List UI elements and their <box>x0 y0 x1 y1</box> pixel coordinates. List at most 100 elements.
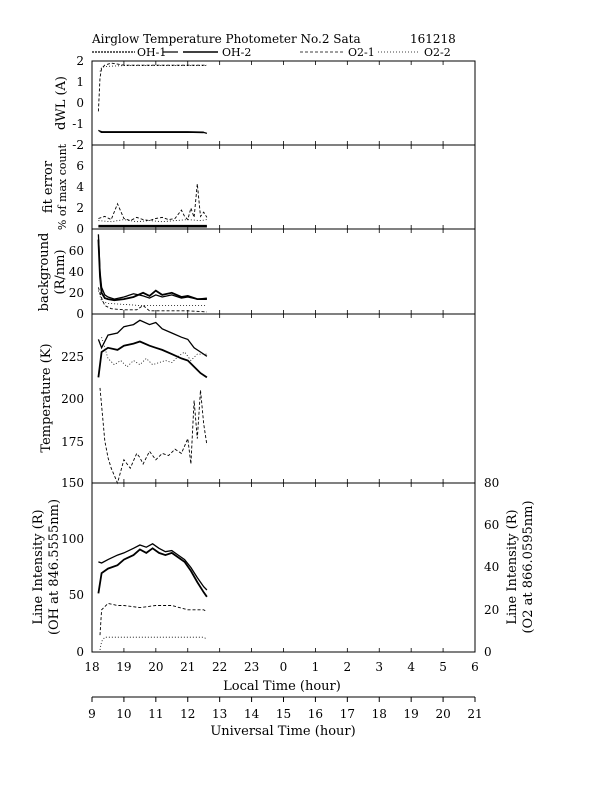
panel-dwl-yticks: 2 1 0 -1 -2 <box>72 54 84 152</box>
tick-label: 0 <box>484 645 492 659</box>
tick-label: 100 <box>61 532 84 546</box>
tick-label: 40 <box>69 265 84 279</box>
series-line-oh-2 <box>97 239 207 302</box>
tick-label: 2 <box>76 201 84 215</box>
tick-label: 6 <box>76 159 84 173</box>
series-line-o2-2 <box>98 219 207 223</box>
tick-label: 1 <box>312 660 320 674</box>
tick-label: 19 <box>404 707 419 721</box>
panel-intensity-yticks-right: 80 60 40 20 0 <box>484 476 499 659</box>
dwl-axis-title: dWL (A) <box>54 76 69 130</box>
tick-label: 0 <box>76 645 84 659</box>
tick-label: 2 <box>76 54 84 68</box>
tick-label: 20 <box>148 660 163 674</box>
series-line-o2-1 <box>97 62 207 112</box>
local-time-axis-title: Local Time (hour) <box>223 679 341 694</box>
tick-label: 23 <box>244 660 259 674</box>
series-line-oh-2 <box>97 340 208 379</box>
tick-label: 60 <box>69 244 84 258</box>
tick-label: 4 <box>76 180 84 194</box>
background-axis-subtitle: (R/nm) <box>53 249 68 294</box>
intensity-right-axis-subtitle: (O2 at 866.0595nm) <box>521 500 536 633</box>
tick-label: 11 <box>148 707 163 721</box>
tick-label: 6 <box>471 660 479 674</box>
tick-label: 22 <box>212 660 227 674</box>
legend-label-oh-2: OH-2 <box>222 46 251 59</box>
series-line-oh-2 <box>99 130 204 134</box>
tick-label: -2 <box>72 138 84 152</box>
tick-label: 2 <box>344 660 352 674</box>
series-line-o2-1 <box>98 183 208 222</box>
tick-label: 21 <box>180 660 195 674</box>
legend: OH-1 OH-2 O2-1 O2-2 <box>92 46 451 59</box>
series-line-o2-2 <box>99 65 207 72</box>
tick-label: 10 <box>116 707 131 721</box>
tick-label: 15 <box>276 707 291 721</box>
background-axis-title: background <box>37 233 52 312</box>
series-line-o2-1 <box>99 602 208 636</box>
series-line-o2-1 <box>99 387 208 485</box>
tick-label: 18 <box>372 707 387 721</box>
tick-label: 13 <box>212 707 227 721</box>
panel-intensity-yticks: 150 100 50 0 <box>61 476 84 659</box>
panel-temperature-frame <box>91 313 476 484</box>
series-line-oh-2 <box>97 547 208 598</box>
series-line-o2-2 <box>101 337 207 368</box>
figure-title: Airglow Temperature Photometer No.2 Sata <box>91 32 361 46</box>
tick-label: -1 <box>72 117 84 131</box>
series-line-oh-1 <box>97 234 207 300</box>
tick-label: 60 <box>484 518 499 532</box>
tick-label: 4 <box>407 660 415 674</box>
local-time-xticks: 18 19 20 21 22 23 0 1 2 3 4 5 6 <box>84 660 478 674</box>
tick-label: 5 <box>439 660 447 674</box>
tick-label: 14 <box>244 707 260 721</box>
panel-temperature-yticks: 225 200 175 <box>61 350 84 449</box>
tick-label: 20 <box>435 707 450 721</box>
tick-label: 9 <box>88 707 96 721</box>
series-layer <box>91 61 476 652</box>
panel-frames <box>91 60 476 653</box>
y-axis-titles: dWL (A) fit error % of max count backgro… <box>31 76 536 635</box>
tick-label: 0 <box>76 307 84 321</box>
legend-label-o2-2: O2-2 <box>424 46 451 59</box>
intensity-axis-subtitle: (OH at 846.5555nm) <box>47 499 62 635</box>
series-line-oh-1 <box>98 543 208 591</box>
tick-label: 16 <box>308 707 323 721</box>
tick-label: 12 <box>180 707 195 721</box>
tick-label: 17 <box>340 707 355 721</box>
intensity-right-axis-title: Line Intensity (R) <box>505 509 520 624</box>
panel-background-frame <box>91 228 476 315</box>
tick-label: 50 <box>69 588 84 602</box>
panel-fit-error-frame <box>91 144 476 230</box>
universal-time-axis-title: Universal Time (hour) <box>210 724 355 739</box>
series-line-o2-1 <box>97 287 207 313</box>
panel-intensity-frame <box>91 482 476 653</box>
tick-label: 0 <box>76 222 84 236</box>
tick-label: 175 <box>61 435 84 449</box>
tick-label: 40 <box>484 560 499 574</box>
tick-label: 21 <box>467 707 482 721</box>
tick-label: 225 <box>61 350 84 364</box>
panel-fit-error-yticks: 6 4 2 0 <box>76 159 84 236</box>
tick-label: 1 <box>76 75 84 89</box>
temperature-axis-title: Temperature (K) <box>39 343 54 452</box>
panel-background-yticks: 0 20 40 60 <box>69 244 84 321</box>
series-line-o2-2 <box>99 636 208 650</box>
intensity-axis-title: Line Intensity (R) <box>31 509 46 624</box>
tick-label: 0 <box>76 96 84 110</box>
fit-error-axis-title: fit error <box>41 160 56 213</box>
tick-label: 150 <box>61 476 84 490</box>
tick-label: 18 <box>84 660 99 674</box>
tick-label: 20 <box>484 603 499 617</box>
tick-label: 3 <box>375 660 383 674</box>
tick-label: 0 <box>280 660 288 674</box>
universal-time-xticks: 9 10 11 12 13 14 15 16 17 18 19 20 21 <box>88 697 483 721</box>
fit-error-axis-subtitle: % of max count <box>56 143 69 230</box>
tick-label: 80 <box>484 476 499 490</box>
legend-label-oh-1: OH-1 <box>137 46 166 59</box>
figure-date: 161218 <box>410 32 456 46</box>
legend-label-o2-1: O2-1 <box>348 46 375 59</box>
series-line-oh-1 <box>97 319 208 357</box>
tick-label: 19 <box>116 660 131 674</box>
